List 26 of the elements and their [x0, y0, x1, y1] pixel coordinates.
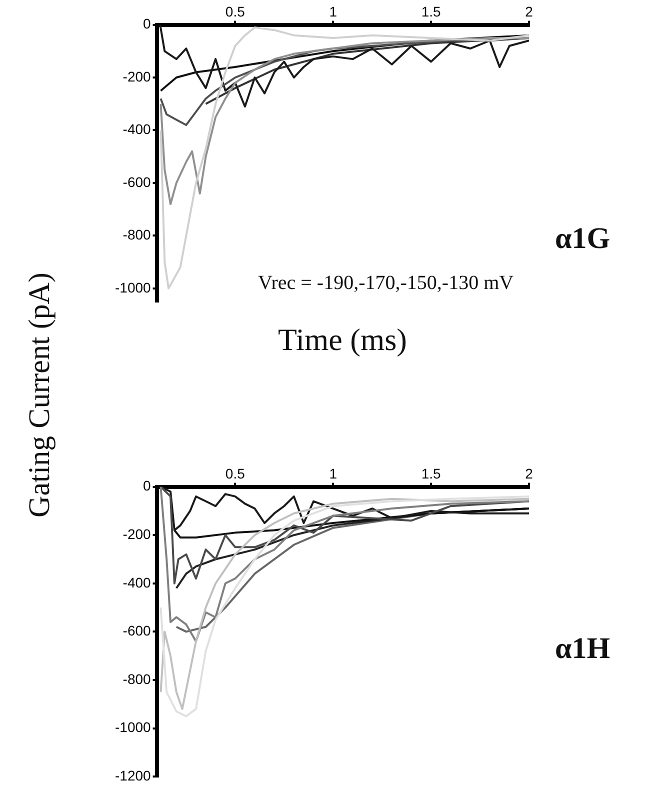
- x-tick-label: 1.5: [421, 3, 441, 20]
- y-tick-label: 0: [143, 478, 152, 494]
- x-axis-title: Time (ms): [278, 322, 407, 357]
- y-axis-title: Gating Current (pA): [23, 272, 57, 518]
- y-tick-label: -400: [122, 121, 152, 138]
- y-tick-label: -200: [122, 526, 152, 542]
- x-tick-label: 2: [525, 465, 534, 482]
- x-tick-label: 1: [329, 3, 338, 20]
- annotation: Vrec = -190,-170,-150,-130 mV: [258, 272, 514, 295]
- y-tick-label: 0: [143, 16, 152, 32]
- y-tick-label: -800: [122, 226, 152, 243]
- x-tick-label: 0.5: [225, 3, 246, 20]
- y-tick-label: -600: [122, 174, 152, 190]
- x-tick-label: 2: [525, 3, 534, 20]
- x-tick-label: 1: [329, 465, 338, 482]
- x-tick-label: 0.5: [225, 465, 246, 482]
- text: α1H: [555, 632, 610, 666]
- y-tick-label: -200: [122, 68, 152, 84]
- y-tick-label: -1000: [114, 279, 152, 296]
- x-tick-label: 1.5: [421, 465, 441, 482]
- y-tick-label: -1000: [114, 719, 152, 736]
- y-tick-label: -1200: [114, 767, 152, 784]
- y-tick-label: -400: [122, 574, 152, 590]
- text: α1G: [555, 222, 610, 256]
- y-tick-label: -600: [122, 622, 152, 639]
- y-tick-label: -800: [122, 670, 152, 687]
